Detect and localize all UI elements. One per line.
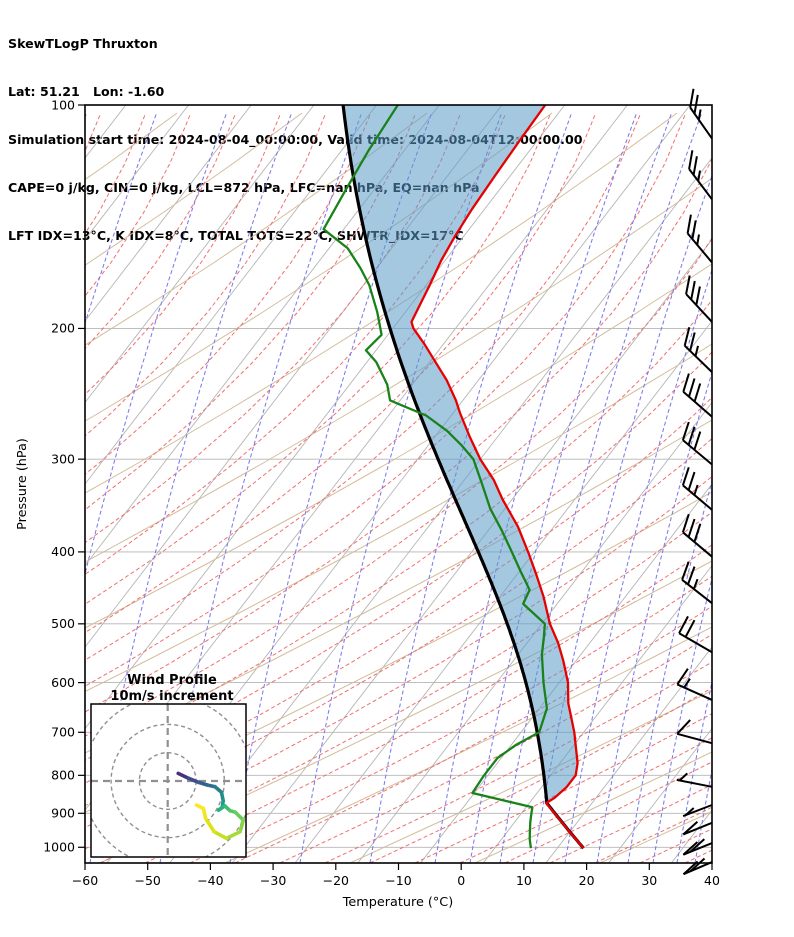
y-tick-label: 500: [51, 616, 75, 631]
wind-barb: [682, 838, 713, 856]
background-grid: [85, 105, 712, 863]
wind-barb: [683, 327, 713, 373]
wind-barb: [681, 421, 713, 466]
x-tick-label: −20: [323, 873, 349, 888]
x-tick-label: −30: [260, 873, 286, 888]
figure-title: SkewTLogP Thruxton: [8, 36, 158, 51]
hodograph-trace-segment: [186, 776, 201, 785]
inset-title-line1: Wind Profile: [127, 673, 217, 688]
x-tick-label: 20: [579, 873, 595, 888]
wind-barb: [676, 772, 713, 788]
x-tick-label: −50: [135, 873, 161, 888]
wind-barb: [688, 150, 713, 200]
hodograph-trace-segment: [224, 829, 242, 841]
y-tick-label: 300: [51, 451, 75, 466]
x-tick-label: 40: [704, 873, 720, 888]
hodograph-trace-segment: [238, 818, 246, 834]
hodograph-trace-segment: [203, 816, 216, 834]
wind-barb: [682, 804, 713, 818]
x-tick-label: 10: [516, 873, 532, 888]
sounding-curves: [322, 105, 585, 850]
wind-barbs-column: [676, 88, 713, 876]
hodograph-border: [90, 703, 247, 858]
latlon-line: Lat: 51.21 Lon: -1.60: [8, 84, 165, 99]
wind-barb: [682, 373, 713, 418]
wind-barb: [685, 275, 713, 323]
x-tick-label: −40: [197, 873, 223, 888]
y-tick-label: 800: [51, 768, 75, 783]
x-tick-label: −60: [72, 873, 98, 888]
x-tick-label: 0: [457, 873, 465, 888]
axis-ticks: −60 −50 −40 −30 −20 −10 0 10 20 30 40 100 200 300 400 5…: [43, 97, 720, 888]
hodograph-trace-segment: [212, 829, 229, 841]
dewpoint-line: [322, 105, 549, 849]
parcel-temperature-shade: [343, 105, 578, 804]
wind-profile-inset: [90, 703, 247, 858]
wind-barb: [686, 214, 713, 264]
wind-barb: [689, 88, 713, 140]
wind-barb: [676, 668, 713, 701]
inset-title-line2: 10m/s increment: [110, 689, 233, 704]
hodograph-trace-segment: [194, 803, 206, 811]
cape-shade-polygon: [343, 105, 578, 804]
x-tick-label: 30: [641, 873, 657, 888]
parcel-line: [341, 105, 585, 850]
y-tick-label: 400: [51, 544, 75, 559]
wind-barb: [678, 615, 713, 654]
hodograph-trace-segment: [233, 810, 246, 822]
wind-barb: [682, 857, 713, 876]
wind-barb: [681, 466, 713, 511]
wind-barb: [681, 513, 713, 558]
y-tick-label: 600: [51, 675, 75, 690]
x-axis-label: Temperature (°C): [342, 895, 453, 910]
wind-barb: [681, 561, 713, 604]
y-tick-label: 700: [51, 725, 75, 740]
wind-barb: [682, 820, 713, 836]
y-tick-label: 1000: [43, 840, 75, 855]
x-tick-label: −10: [385, 873, 411, 888]
y-tick-label: 900: [51, 806, 75, 821]
hodograph-trace-segment: [176, 771, 191, 781]
y-axis-label: Pressure (hPa): [15, 438, 30, 530]
wind-barb: [676, 719, 713, 745]
temperature-line: [410, 105, 585, 849]
y-tick-label: 100: [51, 97, 75, 112]
y-tick-label: 200: [51, 321, 75, 336]
